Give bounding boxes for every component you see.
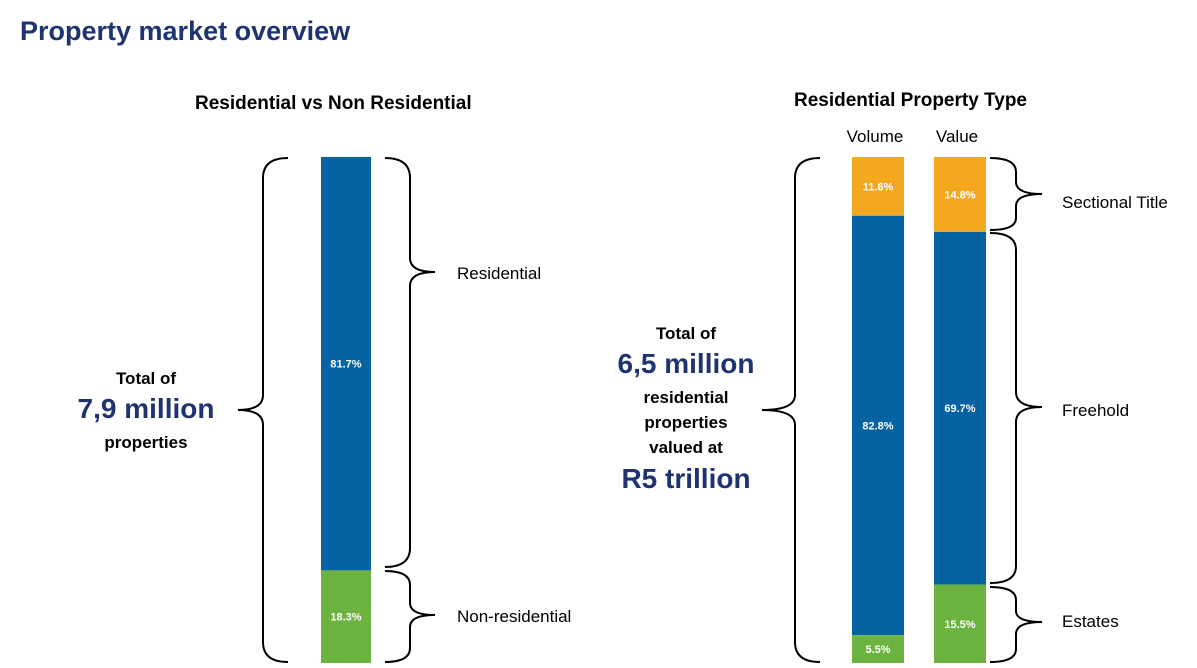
data-label-residential: 81.7% <box>330 359 361 371</box>
data-label-sectional-title-volume: 11.6% <box>863 181 894 193</box>
bar-segment-freehold-value <box>934 231 986 585</box>
column-header-volume: Volume <box>846 127 904 146</box>
right-total-line2: residential <box>643 388 729 407</box>
brace-left-total <box>237 157 289 663</box>
label-non-residential: Non-residential <box>457 607 572 626</box>
bar-segment-estates-value <box>934 584 986 663</box>
brace-estates <box>989 586 1043 663</box>
bar-segment-sectional-title-volume <box>852 157 904 216</box>
data-label-non-residential: 18.3% <box>330 612 361 624</box>
bar-segment-residential <box>321 157 371 571</box>
data-label-freehold-volume: 82.8% <box>862 420 893 432</box>
left-total-line2: properties <box>104 433 188 452</box>
right-total-line4: valued at <box>649 438 723 457</box>
data-label-freehold-value: 69.7% <box>944 403 975 415</box>
bar-segment-non-residential <box>321 570 371 663</box>
label-sectional-title: Sectional Title <box>1062 193 1168 212</box>
bar-segment-freehold-volume <box>852 215 904 636</box>
right-total-line1: Total of <box>655 324 717 343</box>
column-header-value: Value <box>935 127 979 146</box>
right-total-big2: R5 trillion <box>621 463 751 494</box>
data-label-sectional-title-value: 14.8% <box>944 189 975 201</box>
data-label-estates-volume: 5.5% <box>865 644 890 656</box>
brace-residential <box>384 157 436 568</box>
brace-freehold <box>989 232 1043 584</box>
right-total-line3: properties <box>644 413 728 432</box>
chart-title-residential-property-type: Residential Property Type <box>794 90 1027 111</box>
bar-segment-estates-volume <box>852 635 904 663</box>
brace-non-residential <box>384 570 436 663</box>
left-total-big: 7,9 million <box>77 393 215 424</box>
data-label-estates-value: 15.5% <box>944 619 975 631</box>
page-title: Property market overview <box>20 16 351 46</box>
label-freehold: Freehold <box>1062 401 1130 420</box>
chart-title-residential-vs-non: Residential vs Non Residential <box>195 93 472 114</box>
brace-right-total <box>761 157 821 663</box>
right-total-big1: 6,5 million <box>617 348 755 379</box>
label-residential: Residential <box>457 264 542 283</box>
brace-sectional-title <box>989 157 1043 231</box>
left-total-line1: Total of <box>115 369 177 388</box>
bar-segment-sectional-title-value <box>934 157 986 232</box>
label-estates: Estates <box>1062 612 1119 631</box>
